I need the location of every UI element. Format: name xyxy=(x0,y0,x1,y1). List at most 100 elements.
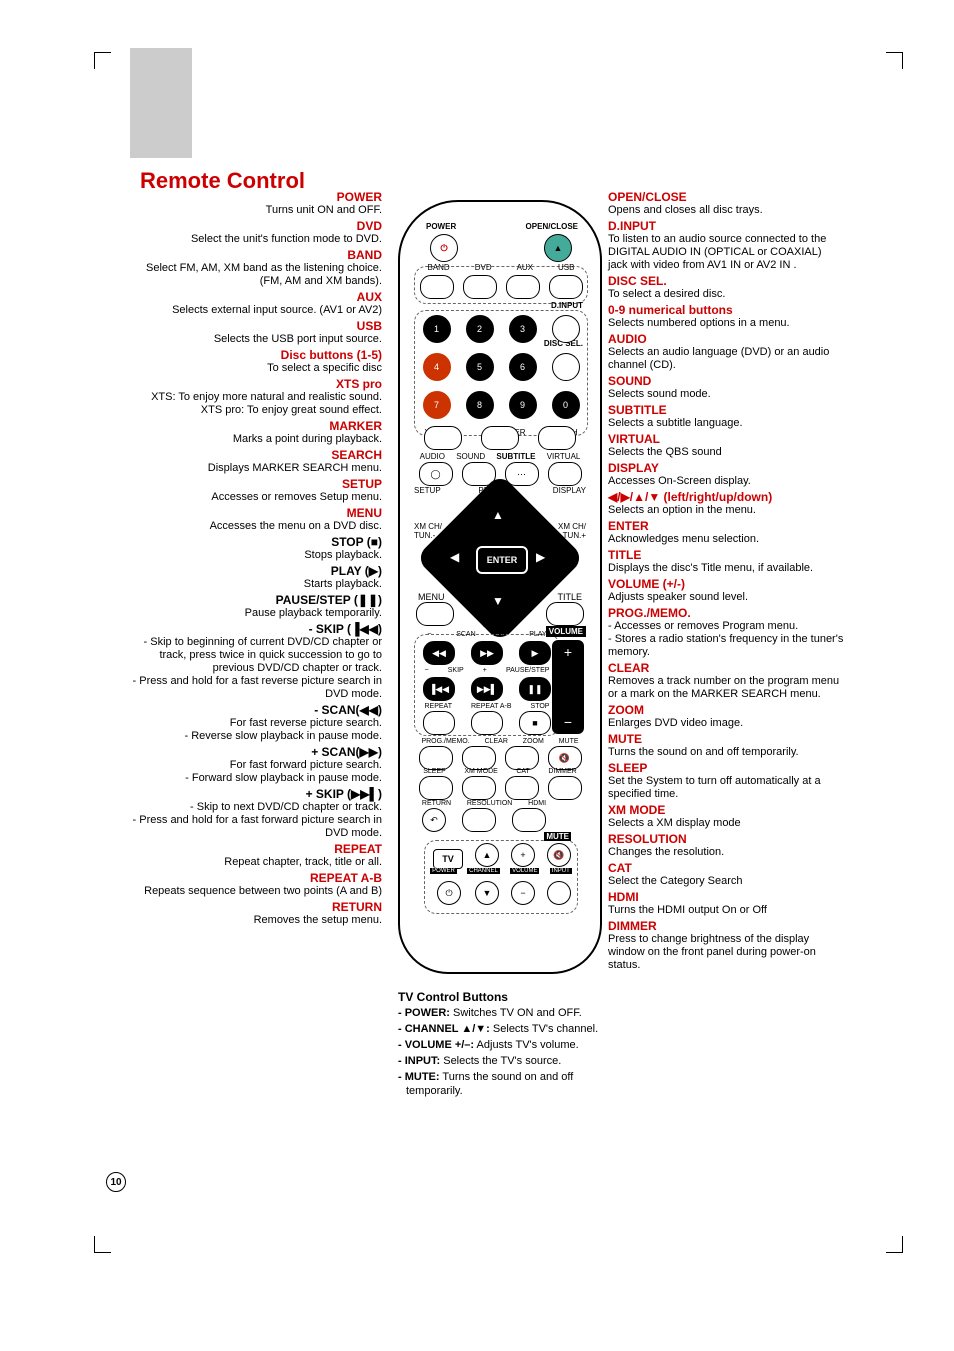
nav-down-icon: ▼ xyxy=(492,594,504,608)
entry-heading: REPEAT xyxy=(130,842,382,856)
entry-heading: 0-9 numerical buttons xyxy=(608,303,844,317)
lbl-tv-volume: VOLUME xyxy=(510,868,539,874)
tv-control-item: - MUTE: Turns the sound on and off tempo… xyxy=(398,1070,606,1098)
num-0: 0 xyxy=(552,391,580,419)
num-3: 3 xyxy=(509,315,537,343)
entry-heading: AUX xyxy=(130,290,382,304)
lbl-title: TITLE xyxy=(557,592,582,602)
entry-desc: Press to change brightness of the displa… xyxy=(608,933,844,972)
entry-desc: Turns the sound on and off temporarily. xyxy=(608,746,844,759)
num-2: 2 xyxy=(466,315,494,343)
audio-button: ◯ xyxy=(419,462,453,486)
mute-button: 🔇 xyxy=(548,746,582,770)
lbl-volume: VOLUME xyxy=(546,626,586,637)
lbl-repeat: REPEAT xyxy=(424,703,452,710)
tv-vol-dn: − xyxy=(511,881,535,905)
repeat-button xyxy=(423,711,455,735)
entry-desc: Selects numbered options in a menu. xyxy=(608,317,844,330)
stop-button: ■ xyxy=(519,711,551,735)
entry-desc: Removes a track number on the program me… xyxy=(608,675,844,701)
tv-control-heading: TV Control Buttons xyxy=(398,990,606,1004)
entry-heading: CLEAR xyxy=(608,661,844,675)
entry-desc: Selects an audio language (DVD) or an au… xyxy=(608,346,844,372)
lbl-clear: CLEAR xyxy=(485,738,508,745)
entry-desc: For fast forward picture search. - Forwa… xyxy=(130,759,382,785)
lbl-mute: MUTE xyxy=(559,738,579,745)
nav-right-icon: ▶ xyxy=(536,550,545,564)
lbl-stop: STOP xyxy=(531,703,550,710)
virtual-button xyxy=(548,462,582,486)
lbl-usb: USB xyxy=(558,263,574,272)
entry-desc: Selects a subtitle language. xyxy=(608,417,844,430)
lbl-progmemo: PROG./MEMO. xyxy=(421,738,469,745)
entry-heading: RETURN xyxy=(130,900,382,914)
entry-desc: Accesses On-Screen display. xyxy=(608,475,844,488)
entry-heading: AUDIO xyxy=(608,332,844,346)
lbl-cat: CAT xyxy=(516,768,529,775)
entry-desc: Selects the QBS sound xyxy=(608,446,844,459)
entry-heading: PROG./MEMO. xyxy=(608,606,844,620)
scan-back-button: ◀◀ xyxy=(423,641,455,665)
left-column: POWERTurns unit ON and OFF.DVDSelect the… xyxy=(130,190,382,929)
entry-desc: Displays the disc's Title menu, if avail… xyxy=(608,562,844,575)
entry-desc: - Skip to next DVD/CD chapter or track. … xyxy=(130,801,382,840)
dinput-button xyxy=(552,315,580,343)
resolution-button xyxy=(462,808,496,832)
header-strip xyxy=(130,48,192,158)
tv-control-section: TV Control Buttons - POWER: Switches TV … xyxy=(398,990,606,1100)
tv-vol-up: + xyxy=(511,843,535,867)
entry-heading: SOUND xyxy=(608,374,844,388)
entry-desc: Accesses or removes Setup menu. xyxy=(130,491,382,504)
entry-heading: ZOOM xyxy=(608,703,844,717)
nav-left-icon: ◀ xyxy=(450,550,459,564)
tv-control-item: - POWER: Switches TV ON and OFF. xyxy=(398,1006,606,1020)
lbl-band: BAND xyxy=(427,263,449,272)
tv-ch-dn: ▼ xyxy=(475,881,499,905)
entry-heading: SETUP xyxy=(130,477,382,491)
entry-desc: Selects an option in the menu. xyxy=(608,504,844,517)
lbl-subtitle: SUBTITLE xyxy=(496,452,535,461)
search-button xyxy=(538,426,576,450)
return-button: ↶ xyxy=(422,808,446,832)
entry-desc: To select a desired disc. xyxy=(608,288,844,301)
lbl-setup: SETUP xyxy=(414,486,441,495)
num-4: 4 xyxy=(423,353,451,381)
entry-heading: - SCAN(◀◀) xyxy=(130,703,382,717)
lbl-openclose: OPEN/CLOSE xyxy=(526,222,578,231)
lbl-tv-channel: CHANNEL xyxy=(467,868,500,874)
skip-fwd-button: ▶▶▌ xyxy=(471,677,503,701)
progmemo-button xyxy=(419,746,453,770)
lbl-audio: AUDIO xyxy=(420,452,445,461)
num-1: 1 xyxy=(423,315,451,343)
page: Remote Control POWERTurns unit ON and OF… xyxy=(0,0,954,1351)
entry-heading: D.INPUT xyxy=(608,219,844,233)
entry-heading: DISC SEL. xyxy=(608,274,844,288)
lbl-menu: MENU xyxy=(418,592,445,602)
num-5: 5 xyxy=(466,353,494,381)
entry-heading: Disc buttons (1-5) xyxy=(130,348,382,362)
entry-desc: Accesses the menu on a DVD disc. xyxy=(130,520,382,533)
entry-desc: Set the System to turn off automatically… xyxy=(608,775,844,801)
crop-mark xyxy=(94,52,111,69)
tv-control-item: - CHANNEL ▲/▼: Selects TV's channel. xyxy=(398,1022,606,1036)
entry-heading: XTS pro xyxy=(130,377,382,391)
entry-heading: PAUSE/STEP (❚❚) xyxy=(130,593,382,607)
entry-desc: Removes the setup menu. xyxy=(130,914,382,927)
entry-desc: Select the Category Search xyxy=(608,875,844,888)
clear-button xyxy=(462,746,496,770)
entry-desc: Select the unit's function mode to DVD. xyxy=(130,233,382,246)
lbl-return: RETURN xyxy=(422,800,451,807)
lbl-power: POWER xyxy=(426,222,456,231)
entry-desc: Adjusts speaker sound level. xyxy=(608,591,844,604)
crop-mark xyxy=(886,52,903,69)
volume-rocker: + − xyxy=(552,640,584,734)
nav-up-icon: ▲ xyxy=(492,508,504,522)
entry-heading: RESOLUTION xyxy=(608,832,844,846)
right-column: OPEN/CLOSEOpens and closes all disc tray… xyxy=(608,190,844,974)
lbl-skip: SKIP xyxy=(448,667,464,674)
entry-heading: MUTE xyxy=(608,732,844,746)
band-button xyxy=(420,275,454,299)
entry-heading: + SCAN(▶▶) xyxy=(130,745,382,759)
entry-desc: Select FM, AM, XM band as the listening … xyxy=(130,262,382,288)
lbl-tv-input: INPUT xyxy=(550,868,572,874)
